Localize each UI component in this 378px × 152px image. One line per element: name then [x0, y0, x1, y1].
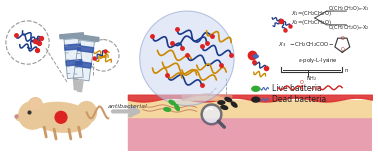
- Ellipse shape: [231, 102, 237, 107]
- Circle shape: [140, 11, 234, 105]
- Text: Dead bacteria: Dead bacteria: [271, 95, 326, 104]
- Ellipse shape: [175, 104, 179, 111]
- Circle shape: [19, 102, 46, 129]
- Polygon shape: [75, 34, 99, 41]
- Text: O(CH$_2$CH$_2$O)$_n$-X$_1$: O(CH$_2$CH$_2$O)$_n$-X$_1$: [328, 4, 369, 13]
- Ellipse shape: [169, 100, 175, 105]
- Text: $X_2$=(CH$_2$CH$_2$O): $X_2$=(CH$_2$CH$_2$O): [291, 18, 332, 27]
- Text: $X_3$   $-$CH$_2$CH$_2$COO$-$: $X_3$ $-$CH$_2$CH$_2$COO$-$: [279, 40, 335, 49]
- Text: O: O: [341, 36, 344, 41]
- Circle shape: [55, 111, 67, 123]
- Text: antibacterial: antibacterial: [108, 104, 148, 109]
- Circle shape: [31, 100, 40, 109]
- Polygon shape: [73, 78, 78, 90]
- Ellipse shape: [252, 97, 260, 102]
- Polygon shape: [65, 34, 79, 39]
- Ellipse shape: [253, 55, 258, 58]
- Ellipse shape: [164, 108, 170, 111]
- Ellipse shape: [77, 102, 96, 123]
- Polygon shape: [80, 36, 94, 42]
- Text: $X_1$=(CH$_2$CH$_2$O): $X_1$=(CH$_2$CH$_2$O): [291, 9, 332, 17]
- Polygon shape: [73, 40, 94, 81]
- Text: $\varepsilon$-poly-L-lysine: $\varepsilon$-poly-L-lysine: [298, 56, 338, 65]
- Circle shape: [202, 105, 222, 124]
- Ellipse shape: [252, 86, 260, 91]
- Ellipse shape: [225, 98, 231, 102]
- Text: Live bacteria: Live bacteria: [271, 84, 321, 93]
- Polygon shape: [77, 46, 94, 53]
- Text: C: C: [300, 85, 304, 90]
- Polygon shape: [66, 60, 82, 66]
- Polygon shape: [128, 117, 372, 151]
- Ellipse shape: [221, 106, 228, 109]
- Text: O(CH$_2$CH$_2$O)$_n$-X$_2$: O(CH$_2$CH$_2$O)$_n$-X$_2$: [328, 23, 369, 32]
- Text: NH$_2$: NH$_2$: [306, 74, 317, 83]
- Text: $-$NH: $-$NH: [308, 84, 322, 92]
- Ellipse shape: [31, 102, 91, 132]
- Circle shape: [28, 98, 42, 111]
- Polygon shape: [64, 38, 83, 79]
- Polygon shape: [65, 44, 81, 50]
- Text: O: O: [300, 80, 304, 85]
- Ellipse shape: [16, 114, 26, 121]
- Ellipse shape: [218, 101, 225, 104]
- Text: O: O: [341, 47, 344, 52]
- Polygon shape: [75, 61, 91, 68]
- Text: n: n: [344, 68, 348, 73]
- Polygon shape: [60, 33, 84, 39]
- Polygon shape: [77, 79, 83, 92]
- Polygon shape: [128, 100, 372, 117]
